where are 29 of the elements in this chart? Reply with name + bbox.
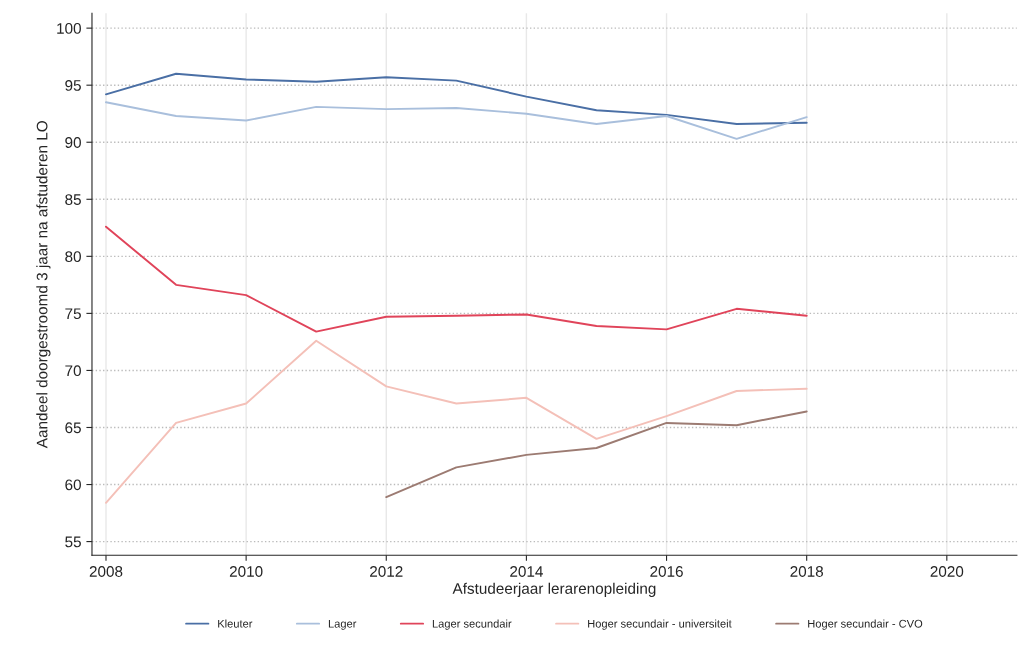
line-series xyxy=(105,225,808,333)
y-tick-label: 90 xyxy=(65,137,81,148)
y-tick-label: 100 xyxy=(57,23,81,34)
x-tick-label: 2016 xyxy=(650,566,683,577)
legend-label: Hoger secundair - universiteit xyxy=(588,619,732,630)
x-tick-label: 2014 xyxy=(510,566,543,577)
legend-label: Hoger secundair - CVO xyxy=(808,619,923,630)
legend-label: Lager xyxy=(328,619,357,630)
y-tick-label: 65 xyxy=(65,422,81,434)
line-series xyxy=(105,72,808,125)
x-tick-label: 2010 xyxy=(229,566,263,577)
x-tick-label: 2008 xyxy=(89,566,123,577)
y-tick-label: 55 xyxy=(65,536,81,548)
line-series xyxy=(105,101,808,140)
x-axis-title: Afstudeerjaar lerarenopleiding xyxy=(452,582,656,597)
y-tick-label: 70 xyxy=(65,365,81,377)
y-tick-label: 75 xyxy=(65,308,81,320)
y-axis-title: Aandeel doorgestroomd 3 jaar na afstuderen LO xyxy=(36,121,51,449)
legend-label: Kleuter xyxy=(218,619,253,628)
legend-label: Lager secundair xyxy=(432,619,512,630)
y-tick-label: 85 xyxy=(65,194,81,205)
x-tick-label: 2018 xyxy=(790,566,824,577)
x-tick-label: 2020 xyxy=(930,566,964,577)
y-tick-label: 95 xyxy=(65,80,81,91)
y-tick-label: 60 xyxy=(65,479,81,491)
line-series xyxy=(105,339,808,504)
y-tick-label: 80 xyxy=(65,251,81,263)
x-tick-label: 2012 xyxy=(370,566,403,577)
line-series xyxy=(385,410,808,499)
